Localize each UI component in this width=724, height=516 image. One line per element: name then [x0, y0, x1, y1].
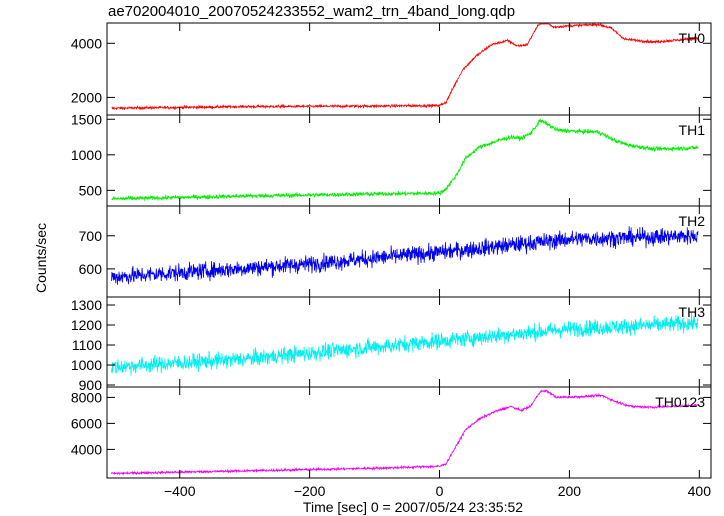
y-tick-label: 4000: [71, 35, 102, 51]
x-axis-label: Time [sec] 0 = 2007/05/24 23:35:52: [303, 499, 523, 515]
panel-th1: 500 1000 1500 TH1: [71, 111, 712, 207]
y-tick-label: 4000: [71, 441, 102, 457]
panel-frame: [106, 114, 712, 207]
panel-label-th2: TH2: [679, 213, 706, 229]
x-tick-label: −200: [294, 483, 326, 499]
series-line-th2: [111, 226, 699, 285]
x-tick-label: −400: [164, 483, 196, 499]
panel-th0123: 4000 6000 8000 TH0123: [71, 386, 712, 479]
series-line-th3: [111, 312, 699, 376]
y-tick-label: 1500: [71, 111, 102, 127]
y-tick-label: 700: [79, 228, 103, 244]
panel-label-th0: TH0: [679, 30, 706, 46]
series-line-th1: [111, 118, 699, 202]
x-tick-label: 0: [436, 483, 444, 499]
y-tick-label: 1200: [71, 317, 102, 333]
panel-th2: 600 700 TH2: [79, 205, 712, 298]
y-tick-label: 500: [79, 182, 103, 198]
series-line-th0: [111, 22, 699, 111]
y-tick-label: 1000: [71, 357, 102, 373]
y-tick-label: 6000: [71, 415, 102, 431]
y-tick-label: 1300: [71, 297, 102, 313]
panel-frame: [106, 22, 712, 116]
panel-label-th3: TH3: [679, 304, 706, 320]
panel-label-th1: TH1: [679, 122, 706, 138]
x-tick-label: 200: [558, 483, 582, 499]
x-tick-label: 400: [688, 483, 712, 499]
panel-label-th0123: TH0123: [655, 394, 705, 410]
chart-title: ae702004010_20070524233552_wam2_trn_4ban…: [108, 3, 515, 20]
y-tick-label: 1000: [71, 147, 102, 163]
y-tick-label: 8000: [71, 389, 102, 405]
y-tick-label: 600: [79, 261, 103, 277]
y-tick-label: 1100: [72, 337, 102, 353]
y-tick-label: 900: [79, 377, 103, 393]
y-axis-label: Counts/sec: [33, 223, 49, 293]
panel-frame: [106, 296, 712, 388]
y-tick-label: 2000: [71, 89, 102, 105]
panel-th3: 900 1000 1100 1200 1300 TH3: [71, 296, 712, 393]
series-line-th0123: [111, 389, 699, 476]
panel-th0: 2000 4000 TH0: [71, 22, 712, 116]
panel-frame: [106, 386, 712, 479]
